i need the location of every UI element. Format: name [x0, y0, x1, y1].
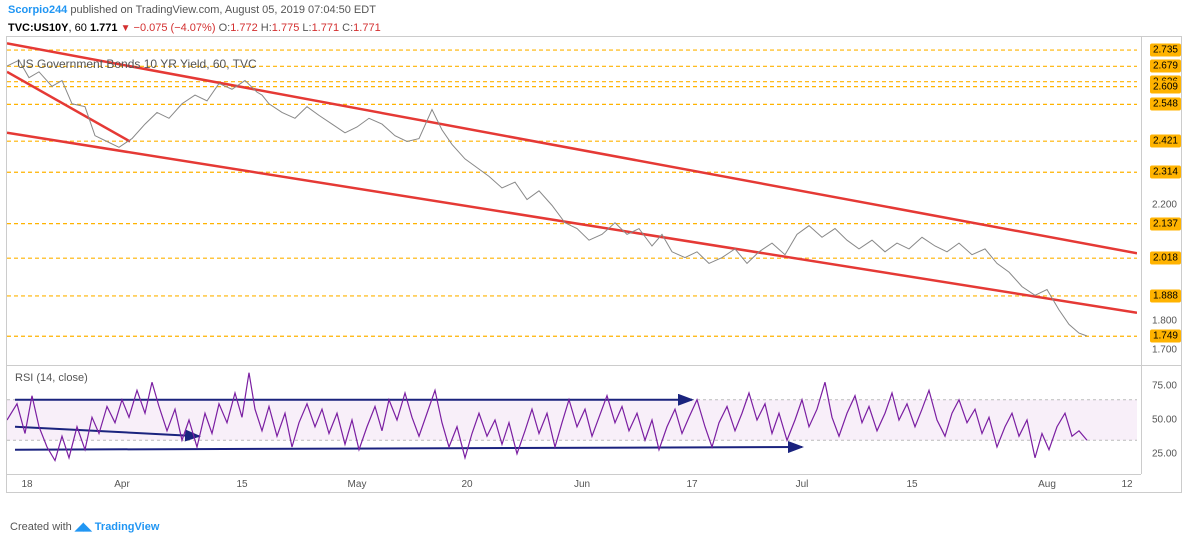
x-tick: Apr	[114, 479, 130, 490]
publish-info: published on TradingView.com, August 05,…	[67, 4, 376, 16]
y-price-tag: 2.735	[1150, 44, 1181, 57]
main-svg	[7, 37, 1137, 365]
y-price-tag: 2.548	[1150, 98, 1181, 111]
rsi-y-tick: 25.00	[1152, 448, 1177, 459]
tradingview-logo-icon[interactable]: ◢◣	[75, 521, 95, 533]
y-price-tag: 2.137	[1150, 217, 1181, 230]
chart-title: US Government Bonds 10 YR Yield, 60, TVC	[17, 57, 257, 71]
x-tick: May	[348, 479, 367, 490]
x-tick: 18	[21, 479, 32, 490]
chart-container[interactable]: US Government Bonds 10 YR Yield, 60, TVC…	[6, 36, 1182, 493]
change-pct: (−4.07%)	[171, 22, 216, 34]
high-label: H:	[261, 22, 272, 34]
open-label: O:	[219, 22, 231, 34]
open-value: 1.772	[230, 22, 258, 34]
y-tick: 2.200	[1152, 200, 1177, 211]
rsi-y-tick: 75.00	[1152, 381, 1177, 392]
publish-header: Scorpio244 published on TradingView.com,…	[0, 0, 1188, 20]
x-tick: Jul	[796, 479, 809, 490]
low-label: L:	[302, 22, 311, 34]
y-price-tag: 1.888	[1150, 289, 1181, 302]
x-tick: 15	[236, 479, 247, 490]
x-tick: 17	[686, 479, 697, 490]
tradingview-logo-text[interactable]: TradingView	[95, 521, 160, 533]
change-arrow-icon: ▼	[121, 23, 131, 34]
created-with-label: Created with	[10, 521, 75, 533]
rsi-svg	[7, 366, 1137, 474]
symbol[interactable]: TVC:US10Y	[8, 22, 69, 34]
x-tick: Jun	[574, 479, 590, 490]
footer: Created with ◢◣ TradingView	[10, 520, 159, 533]
x-axis[interactable]: 18 Apr 15 May 20 Jun 17 Jul 15 Aug 12	[7, 474, 1141, 492]
timeframe: 60	[75, 22, 87, 34]
x-tick: Aug	[1038, 479, 1056, 490]
last-price: 1.771	[90, 22, 118, 34]
y-tick: 1.700	[1152, 345, 1177, 356]
y-price-tag: 2.609	[1150, 80, 1181, 93]
quote-bar: TVC:US10Y, 60 1.771 ▼ −0.075 (−4.07%) O:…	[0, 20, 1188, 36]
rsi-pane[interactable]: RSI (14, close)	[7, 365, 1141, 474]
author-name[interactable]: Scorpio244	[8, 4, 67, 16]
y-price-tag: 2.421	[1150, 135, 1181, 148]
y-price-tag: 2.679	[1150, 60, 1181, 73]
x-tick: 20	[461, 479, 472, 490]
high-value: 1.775	[272, 22, 300, 34]
y-tick: 1.800	[1152, 316, 1177, 327]
rsi-title: RSI (14, close)	[15, 372, 88, 384]
y-axis-rsi[interactable]: 75.00 50.00 25.00	[1141, 365, 1181, 474]
y-price-tag: 1.749	[1150, 330, 1181, 343]
y-price-tag: 2.018	[1150, 252, 1181, 265]
close-label: C:	[342, 22, 353, 34]
close-value: 1.771	[353, 22, 381, 34]
rsi-y-tick: 50.00	[1152, 415, 1177, 426]
change-value: −0.075	[134, 22, 168, 34]
main-price-pane[interactable]: US Government Bonds 10 YR Yield, 60, TVC	[7, 37, 1141, 365]
x-tick: 15	[906, 479, 917, 490]
x-tick: 12	[1121, 479, 1132, 490]
low-value: 1.771	[312, 22, 340, 34]
y-price-tag: 2.314	[1150, 166, 1181, 179]
y-axis-main[interactable]: 2.2001.8001.7002.7352.6792.6262.6092.548…	[1141, 37, 1181, 365]
